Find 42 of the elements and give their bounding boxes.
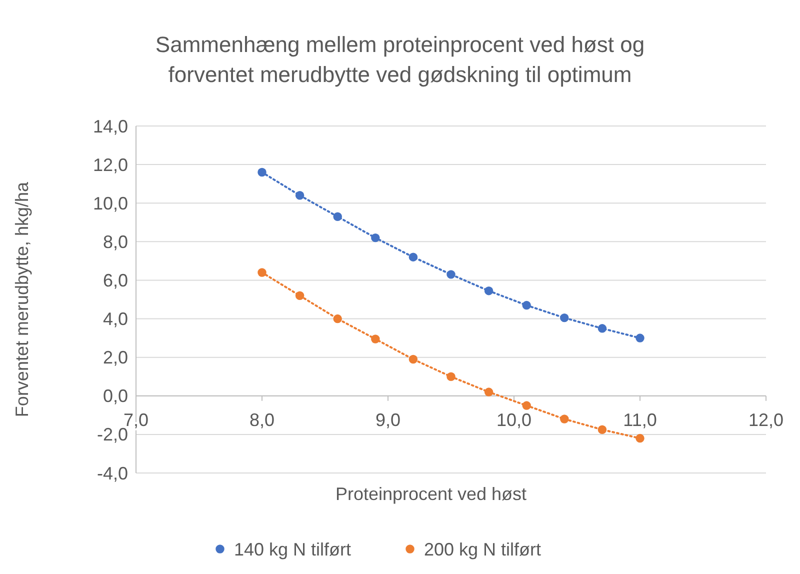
point <box>636 334 644 342</box>
y-tick-label: 0,0 <box>102 386 128 406</box>
point <box>333 212 342 221</box>
point <box>408 354 418 364</box>
point <box>522 401 531 410</box>
point <box>636 434 644 443</box>
point <box>258 268 266 277</box>
x-tick-label: 8,0 <box>249 410 275 430</box>
y-tick-label: 2,0 <box>102 348 128 368</box>
point <box>522 300 531 310</box>
y-tick-label: 4,0 <box>102 309 128 330</box>
x-tick-label: 9,0 <box>375 410 401 430</box>
point <box>333 314 342 324</box>
y-tick-label: -4,0 <box>96 463 128 484</box>
y-tick-label: 8,0 <box>102 232 128 252</box>
point <box>560 414 569 424</box>
x-tick-label: 12,0 <box>748 410 784 430</box>
point <box>446 372 456 381</box>
y-tick-label: 6,0 <box>102 270 128 291</box>
y-tick-label: 10,0 <box>92 193 128 214</box>
x-tick-label: 11,0 <box>623 410 657 430</box>
point <box>484 286 494 296</box>
y-tick-label: -2,0 <box>96 424 128 445</box>
point <box>446 270 456 279</box>
y-tick-label: 14,0 <box>92 116 128 136</box>
point <box>371 233 380 242</box>
chart-title: Sammenhæng mellem proteinprocent ved høst og forventet merudbytte ved gødskning til optimum <box>155 32 645 87</box>
point <box>484 388 494 396</box>
point <box>598 425 607 434</box>
x-tick-label: 10,0 <box>496 410 532 430</box>
point <box>408 252 418 262</box>
x-axis-title: Proteinprocent ved høst <box>335 484 527 504</box>
point <box>598 324 607 333</box>
y-axis-title: Forventet merudbytte, hkg/ha <box>12 180 32 418</box>
point <box>295 191 304 200</box>
point <box>371 334 380 344</box>
point <box>258 168 266 177</box>
point <box>560 313 569 322</box>
y-tick-label: 12,0 <box>92 154 128 175</box>
point <box>295 291 304 300</box>
legend-label: 140 kg N tilført <box>234 539 352 560</box>
legend-label: 200 kg N tilført <box>424 539 542 560</box>
